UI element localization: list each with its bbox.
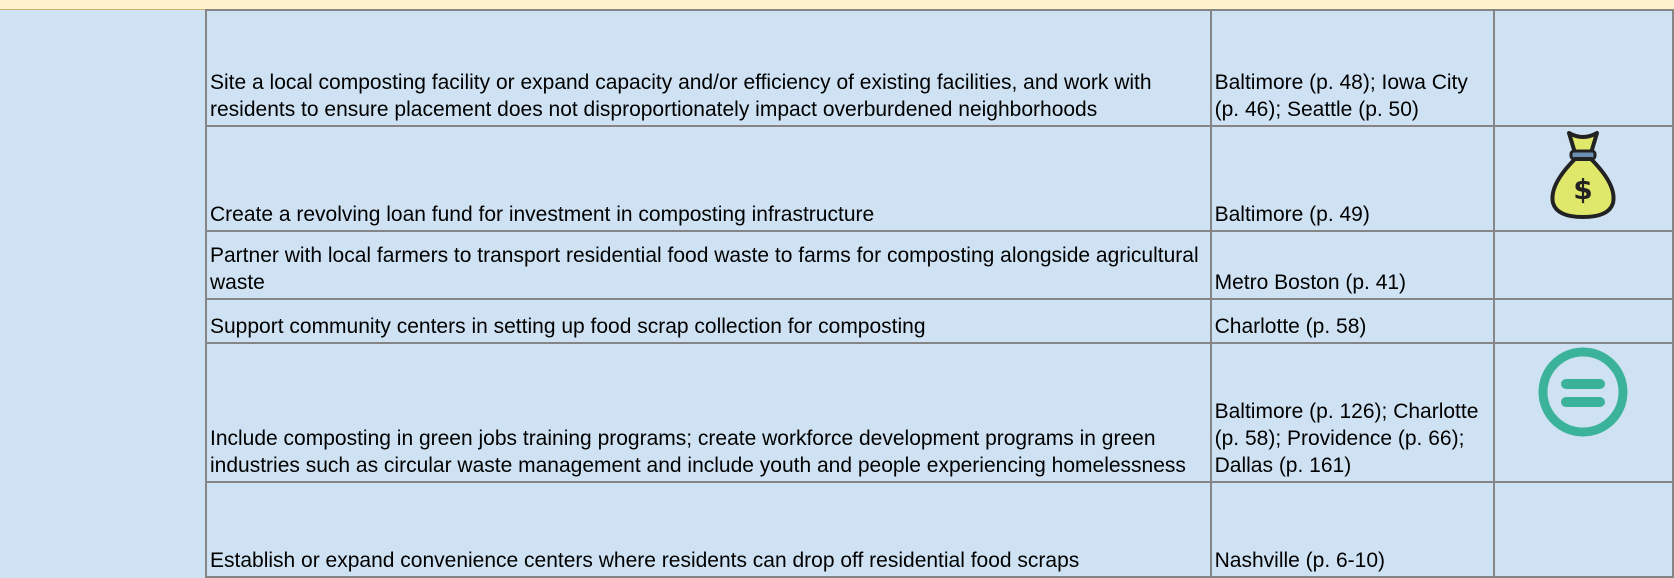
city-cell: Baltimore (p. 48); Iowa City (p. 46); Se… [1209,9,1495,127]
icon-cell [1492,342,1674,483]
icon-cell [1492,298,1674,344]
money-bag-icon: $ [1550,131,1616,219]
icon-cell [1492,481,1674,578]
action-cell: Include composting in green jobs trainin… [205,342,1212,483]
table-row: Establish or expand convenience centers … [205,481,1674,578]
city-cell: Metro Boston (p. 41) [1209,230,1495,300]
table-row: Support community centers in setting up … [205,298,1674,344]
table-row: Site a local composting facility or expa… [205,9,1674,127]
svg-text:$: $ [1574,173,1593,206]
icon-cell [1492,9,1674,127]
city-cell: Charlotte (p. 58) [1209,298,1495,344]
icon-cell [1492,230,1674,300]
city-cell: Baltimore (p. 126); Charlotte (p. 58); P… [1209,342,1495,483]
action-cell: Site a local composting facility or expa… [205,9,1212,127]
action-cell: Create a revolving loan fund for investm… [205,125,1212,232]
city-cell: Nashville (p. 6-10) [1209,481,1495,578]
table-row: Create a revolving loan fund for investm… [205,125,1674,232]
table-row: Partner with local farmers to transport … [205,230,1674,300]
action-cell: Support community centers in setting up … [205,298,1212,344]
table-row: Include composting in green jobs trainin… [205,342,1674,483]
action-cell: Partner with local farmers to transport … [205,230,1212,300]
spreadsheet-table: Site a local composting facility or expa… [205,9,1674,578]
city-cell: Baltimore (p. 49) [1209,125,1495,232]
icon-cell: $ [1492,125,1674,232]
equals-icon [1538,347,1628,437]
action-cell: Establish or expand convenience centers … [205,481,1212,578]
